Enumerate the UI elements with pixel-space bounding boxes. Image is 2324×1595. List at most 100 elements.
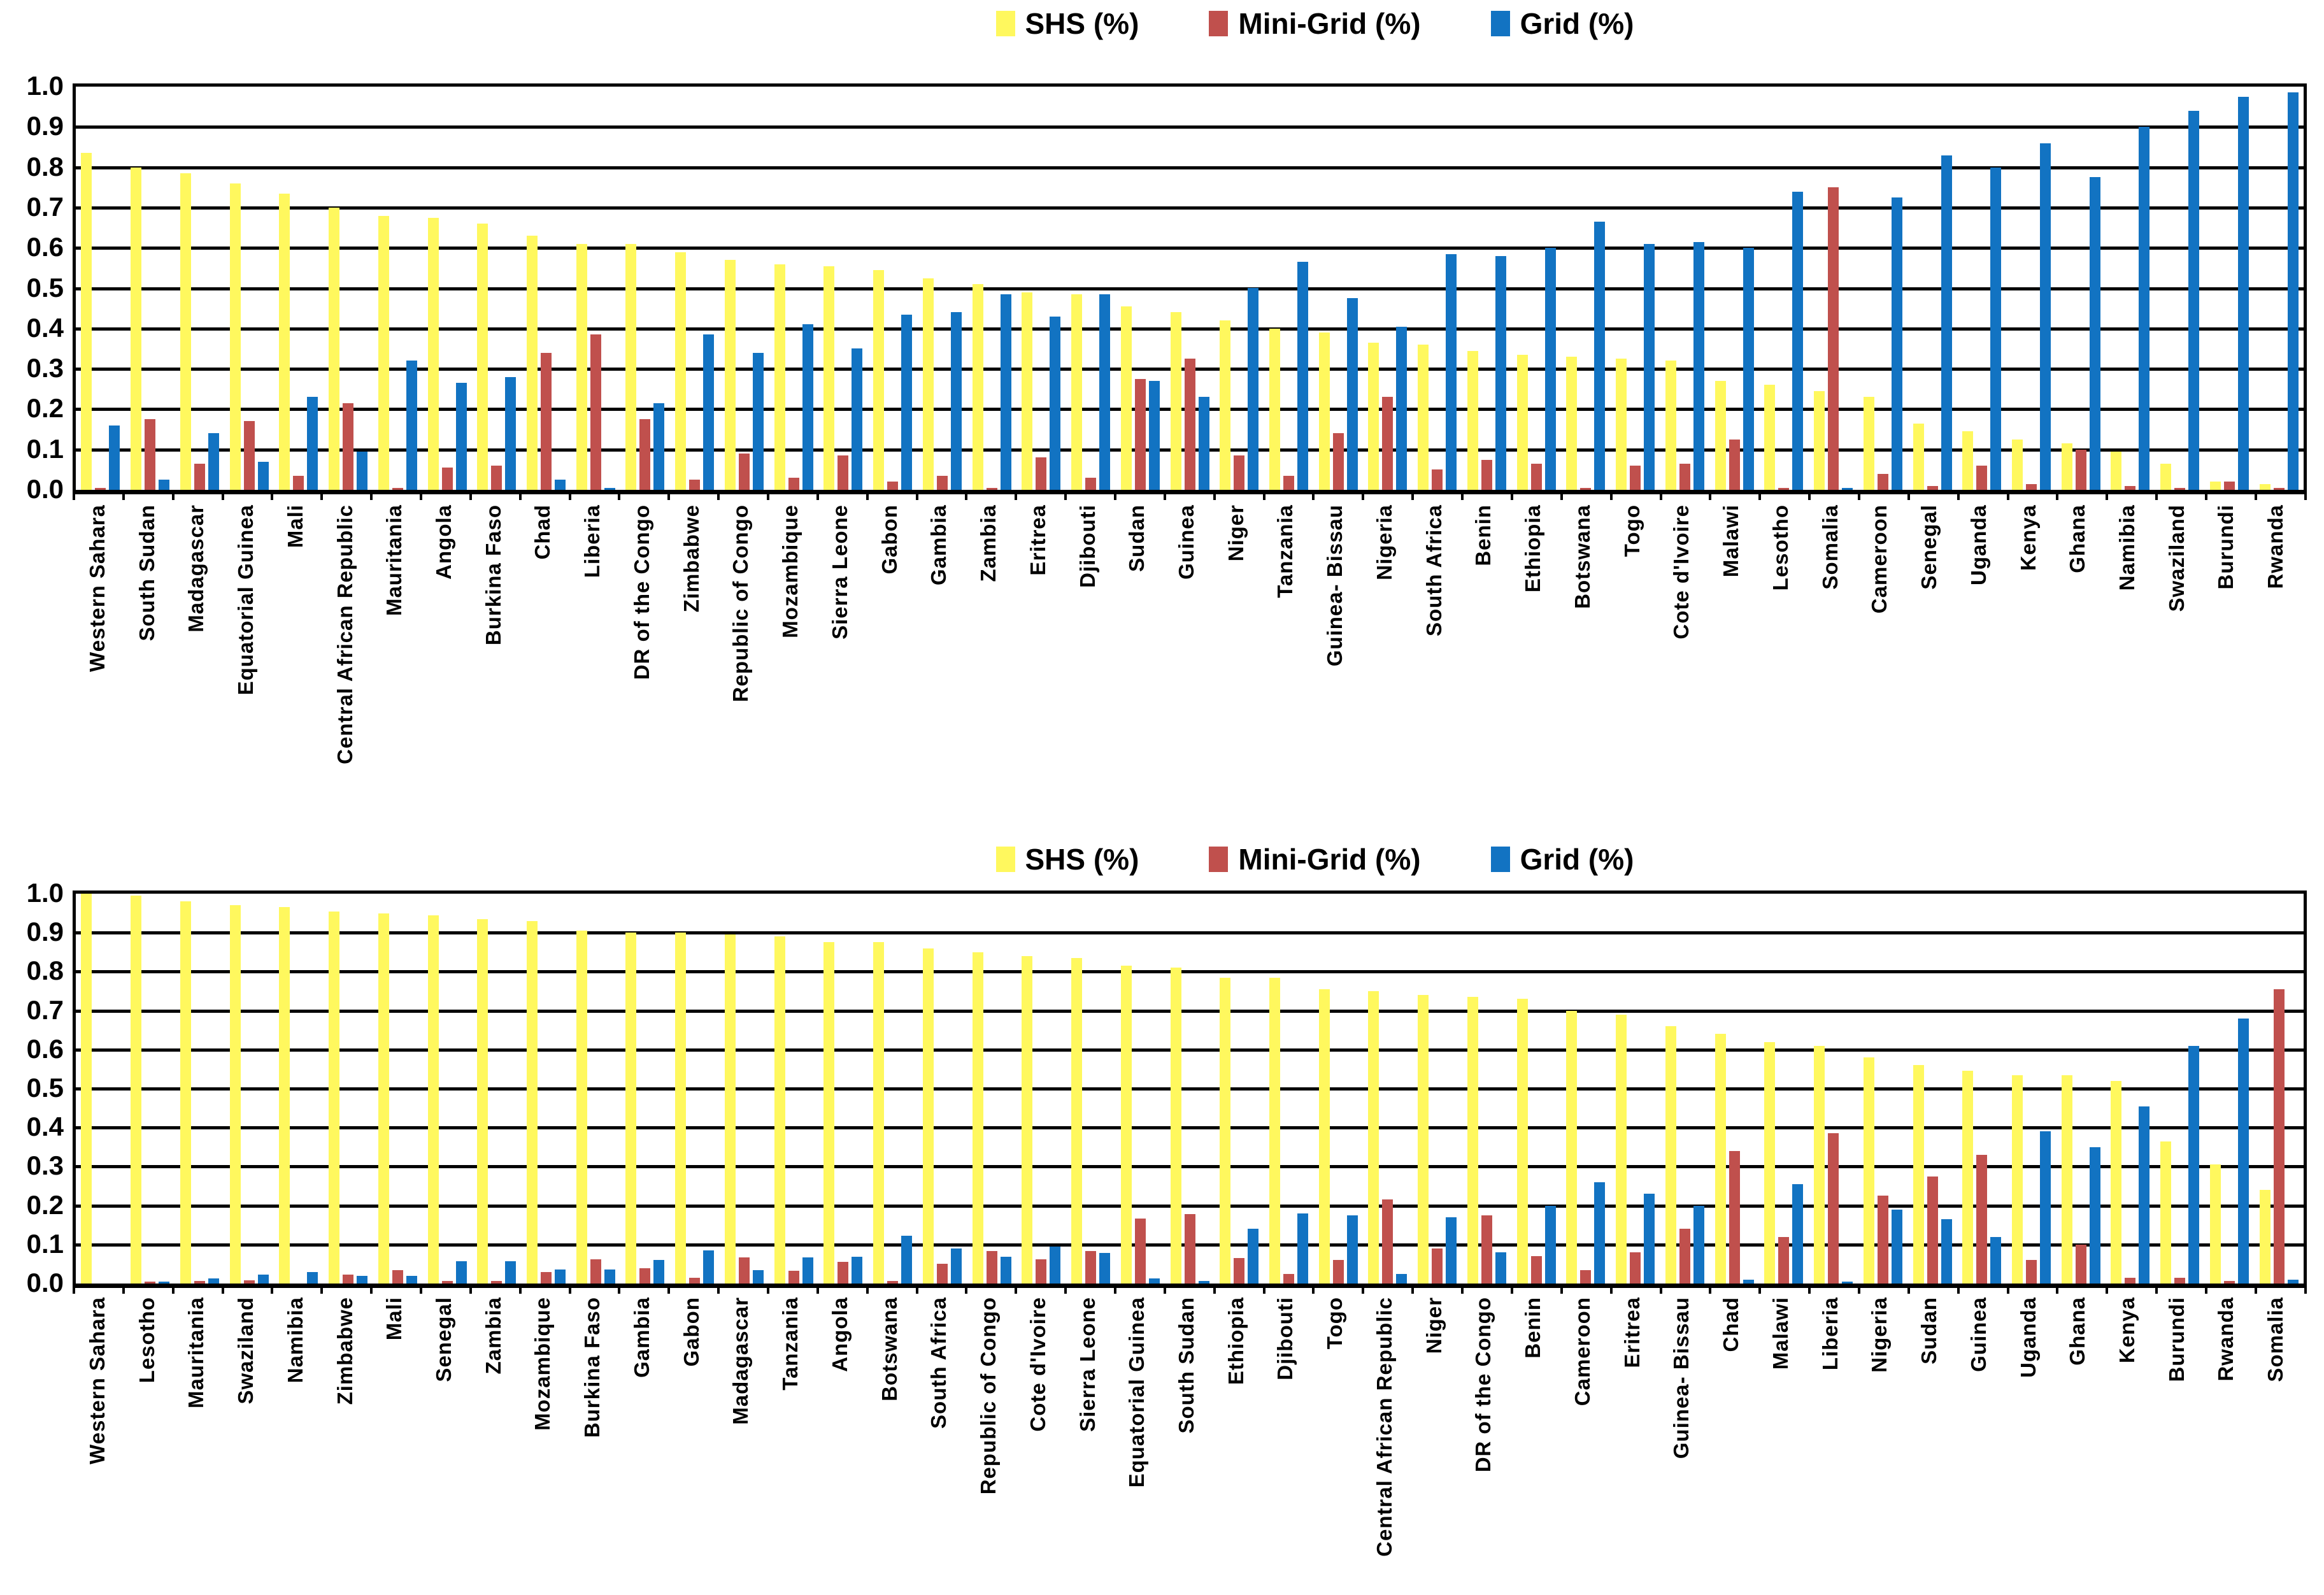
bar-shs [2160,1141,2172,1284]
x-axis-label: Central African Republic [332,504,357,764]
x-axis-label: Djibouti [1273,1297,1297,1380]
x-axis-label-cell: Nigeria [1360,504,1409,801]
x-axis-label: Chad [1719,1297,1743,1352]
bar-mini-grid [738,1257,750,1284]
bar-shs [1467,997,1478,1284]
bar-grid [852,348,863,490]
bar-grid [802,1257,813,1284]
axis-tick [1364,1285,1415,1294]
axis-tick [1364,491,1415,500]
x-axis-label: Gabon [877,504,901,575]
x-axis-label: Namibia [2114,504,2139,591]
mini-grid-legend-swatch [1209,847,1229,872]
bar-mini-grid [788,1271,799,1284]
bar-shs [625,933,637,1284]
axis-tick [571,491,621,500]
bar-grid [1446,254,1457,490]
x-axis-label-cell: Central African Republic [320,504,370,801]
x-axis-label-cell: Zimbabwe [320,1297,370,1590]
axis-tick [1414,1285,1464,1294]
axis-tick [2158,1285,2207,1294]
y-axis-tick-label: 0.9 [26,917,64,947]
y-axis-tick-label: 1.0 [26,71,64,101]
grid-legend-swatch [1490,11,1510,36]
axis-tick [1315,491,1365,500]
bar-mini-grid [2174,488,2186,490]
x-axis-label: Zambia [976,504,1001,582]
x-axis-label: Tanzania [1273,504,1297,598]
x-axis-label-cell: Rwanda [2251,504,2300,801]
x-axis-label-cell: Malawi [1706,504,1756,801]
shs-legend-swatch [995,847,1015,872]
bar-group [670,87,720,490]
bar-shs [1170,968,1181,1284]
x-axis-label-cell: Botswana [865,1297,915,1590]
bar-group [1363,87,1413,490]
bar-grid [455,1261,467,1284]
bar-shs [2111,452,2122,490]
bar-mini-grid [1184,1214,1195,1284]
axis-tick [75,491,125,500]
x-axis-label: Kenya [2016,504,2040,571]
x-axis-label: Western Sahara [85,1297,109,1464]
bar-mini-grid [392,488,403,490]
axis-tick [2207,491,2257,500]
bar-group [2106,87,2155,490]
bar-group [2007,87,2057,490]
axis-tick [373,491,423,500]
bar-shs [972,952,983,1284]
legend-item: Mini-Grid (%) [1209,6,1421,41]
bar-grid [406,361,417,490]
bar-group [175,87,224,490]
axis-tick [1662,1285,1712,1294]
x-axis-label: South Sudan [1174,1297,1199,1434]
axis-tick [1216,491,1265,500]
bar-group [1462,87,1512,490]
x-axis-label-cell: Madagascar [171,504,221,801]
x-axis-label: Equatorial Guinea [234,504,258,696]
x-axis-label-cell: Cote d'Ivoire [1013,1297,1063,1590]
bar-mini-grid [194,464,205,490]
bar-grid [2089,177,2100,490]
bar-mini-grid [887,482,899,490]
bar-shs [675,933,687,1284]
bar-shs [2061,443,2072,490]
bar-mini-grid [1976,1155,1988,1284]
x-axis-label-cell: Lesotho [122,1297,172,1590]
axis-tick [224,1285,274,1294]
legend-label: Mini-Grid (%) [1238,7,1421,40]
axis-tick [422,1285,472,1294]
x-axis-label: Chad [531,504,555,560]
grid-legend-swatch [1490,847,1510,872]
bar-shs [1714,1034,1726,1284]
x-axis-label: Guinea [1966,1297,1990,1372]
bar-group [2254,894,2304,1284]
bar-group [670,894,720,1284]
axis-tick [1017,491,1067,500]
bar-group [373,894,422,1284]
bar-group [1660,894,1710,1284]
bar-shs [2061,1075,2072,1284]
legend-item: Grid (%) [1490,842,1634,876]
x-axis-label-cell: Guinea [1162,504,1211,801]
axis-tick [2058,491,2109,500]
bar-group [1511,87,1561,490]
x-axis-label-cell: Benin [1459,504,1509,801]
bar-shs [1913,1065,1924,1284]
bar-grid [1743,248,1754,490]
bar-grid [1099,294,1111,490]
bar-grid [653,403,665,490]
bar-group [373,87,422,490]
axis-tick [1464,491,1513,500]
gridline [76,1126,2304,1130]
bar-mini-grid [243,1280,255,1284]
bar-shs [1566,357,1578,490]
bar-mini-grid [441,468,453,490]
x-axis-label: Niger [1422,1297,1446,1354]
x-axis-label-cell: Eritrea [1608,1297,1657,1590]
y-axis-tick-label: 0.9 [26,111,64,141]
bar-shs [2012,440,2023,490]
axis-tick [1910,1285,1960,1294]
x-axis-label: Lesotho [134,1297,159,1384]
bar-group [2254,87,2304,490]
